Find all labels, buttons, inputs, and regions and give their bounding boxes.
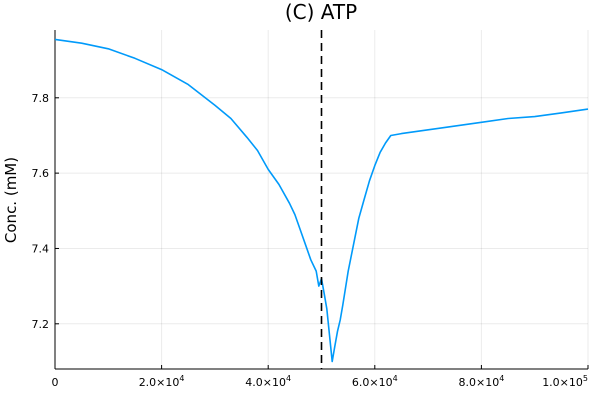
x-tick-exponent: 5 (583, 374, 588, 383)
y-tick-label: 7.8 (32, 92, 50, 105)
x-tick-label: 0 (52, 376, 59, 389)
chart-title: (C) ATP (285, 0, 357, 24)
x-tick-exponent: 4 (179, 374, 184, 383)
y-tick-label: 7.4 (32, 242, 50, 255)
y-tick-label: 7.6 (32, 167, 50, 180)
x-tick-base: 2.0×10 (139, 376, 180, 389)
x-tick-exponent: 4 (499, 374, 504, 383)
x-tick-base: 8.0×10 (458, 376, 499, 389)
x-ticks: 0 2.0×104 4.0×104 6.0×104 8.0×104 1.0×105 (52, 365, 589, 389)
atp-series-line (54, 38, 589, 363)
x-tick-label: 6.0×104 (352, 374, 398, 389)
x-tick-base: 1.0×10 (542, 376, 583, 389)
x-tick-exponent: 4 (286, 374, 291, 383)
x-tick-label: 1.0×105 (542, 374, 588, 389)
x-tick-base: 0 (52, 376, 59, 389)
x-tick-base: 4.0×10 (245, 376, 286, 389)
y-axis-label: Conc. (mM) (2, 157, 20, 243)
x-tick-label: 8.0×104 (458, 374, 504, 389)
x-tick-base: 6.0×10 (352, 376, 393, 389)
x-tick-label: 4.0×104 (245, 374, 291, 389)
series (54, 38, 589, 363)
x-tick-exponent: 4 (393, 374, 398, 383)
x-tick-label: 2.0×104 (139, 374, 185, 389)
y-tick-label: 7.2 (32, 318, 50, 331)
y-ticks: 7.2 7.4 7.6 7.8 (32, 92, 59, 331)
